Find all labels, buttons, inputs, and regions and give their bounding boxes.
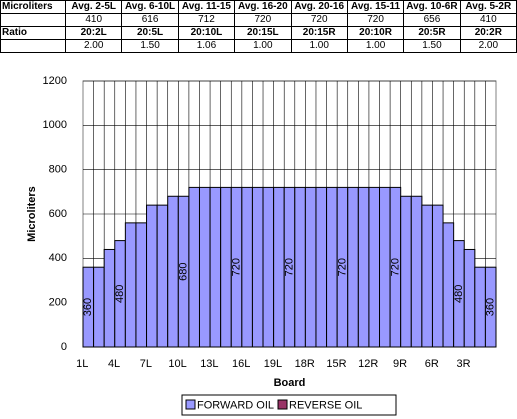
bar	[400, 195, 412, 348]
y-tick-label: 600	[49, 208, 67, 220]
x-tick-label: 1L	[76, 358, 88, 370]
bar	[93, 266, 105, 348]
bar	[347, 186, 359, 348]
table-cell: 1.00	[346, 39, 405, 53]
table-cell: 2.00	[459, 39, 517, 53]
legend-swatch	[277, 399, 288, 410]
data-label: 360	[485, 298, 497, 316]
y-tick-label: 1000	[43, 119, 67, 131]
bar	[463, 248, 476, 348]
x-tick-label: 10L	[168, 358, 186, 370]
x-tick-label: 18R	[295, 358, 315, 370]
bar	[262, 186, 275, 348]
data-label: 680	[178, 262, 190, 280]
bar	[135, 222, 148, 348]
data-label: 720	[336, 258, 348, 276]
bar	[188, 186, 200, 348]
x-axis-title: Board	[274, 377, 306, 389]
table-row: Ratio 20:2L 20:5L 20:10L 20:15L 20:15R 20:10R 2…	[0, 26, 517, 40]
x-tick-label: 4L	[108, 358, 120, 370]
bar	[241, 186, 253, 348]
legend-swatch	[185, 399, 196, 410]
x-tick-label: 9R	[393, 358, 407, 370]
table-cell: 1.06	[177, 39, 236, 53]
y-axis-title: Microliters	[26, 186, 38, 242]
bar	[124, 222, 137, 348]
legend-label: FORWARD OIL	[197, 399, 274, 411]
x-tick-label: 19L	[264, 358, 282, 370]
bar	[357, 186, 370, 348]
data-label: 720	[283, 258, 295, 276]
y-tick-label: 200	[49, 297, 67, 309]
x-tick-label: 7L	[140, 358, 152, 370]
x-tick-label: 16L	[232, 358, 250, 370]
bar	[209, 186, 222, 348]
data-label: 480	[453, 285, 465, 303]
bar	[198, 186, 211, 348]
x-tick-label: 15R	[326, 358, 346, 370]
bar	[146, 204, 158, 348]
legend-label: REVERSE OIL	[289, 399, 362, 411]
bar	[304, 186, 317, 348]
x-tick-label: 3R	[456, 358, 470, 370]
bar	[315, 186, 328, 348]
x-tick-label: 13L	[200, 358, 218, 370]
summary-table: Microliters Avg. 2-5L Avg. 6-10L Avg. 11-15…	[0, 0, 517, 53]
y-tick-label: 800	[49, 164, 67, 176]
bar	[294, 186, 306, 348]
table-row: Microliters Avg. 2-5L Avg. 6-10L Avg. 11-15…	[0, 0, 517, 14]
table-cell: 2.00	[64, 39, 123, 53]
y-tick-label: 1200	[43, 75, 67, 87]
data-label: 720	[230, 258, 242, 276]
x-tick-label: 6R	[425, 358, 439, 370]
x-tick-label: 12R	[358, 358, 378, 370]
table-row: 2.00 1.50 1.06 1.00 1.00 1.00 1.50 2.00	[0, 39, 517, 53]
bar	[421, 204, 433, 348]
bar	[368, 186, 381, 348]
bar	[251, 186, 264, 348]
bar	[410, 195, 423, 348]
data-label: 360	[82, 298, 94, 316]
y-tick-label: 400	[49, 252, 67, 264]
bar	[484, 266, 497, 348]
legend-box	[181, 394, 397, 416]
y-tick-label: 0	[61, 341, 67, 353]
bar	[431, 204, 444, 348]
data-label: 720	[389, 258, 401, 276]
data-label: 480	[114, 285, 126, 303]
bar	[156, 204, 169, 348]
